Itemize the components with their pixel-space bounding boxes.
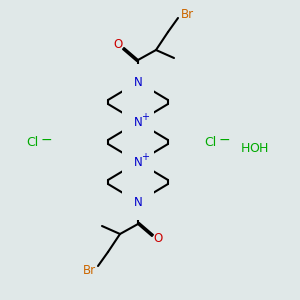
Text: −: − xyxy=(218,133,230,147)
Text: H: H xyxy=(258,142,268,154)
Text: +: + xyxy=(141,112,149,122)
Text: Cl: Cl xyxy=(26,136,38,148)
Text: N: N xyxy=(134,116,142,128)
Text: H: H xyxy=(240,142,250,154)
Text: N: N xyxy=(134,76,142,88)
Text: Br: Br xyxy=(82,263,96,277)
Text: −: − xyxy=(40,133,52,147)
Text: Cl: Cl xyxy=(204,136,216,148)
Text: O: O xyxy=(113,38,123,52)
Text: N: N xyxy=(134,196,142,208)
Text: +: + xyxy=(141,152,149,162)
Text: O: O xyxy=(153,232,163,245)
Text: O: O xyxy=(249,142,259,154)
Text: N: N xyxy=(134,155,142,169)
Text: Br: Br xyxy=(180,8,194,20)
